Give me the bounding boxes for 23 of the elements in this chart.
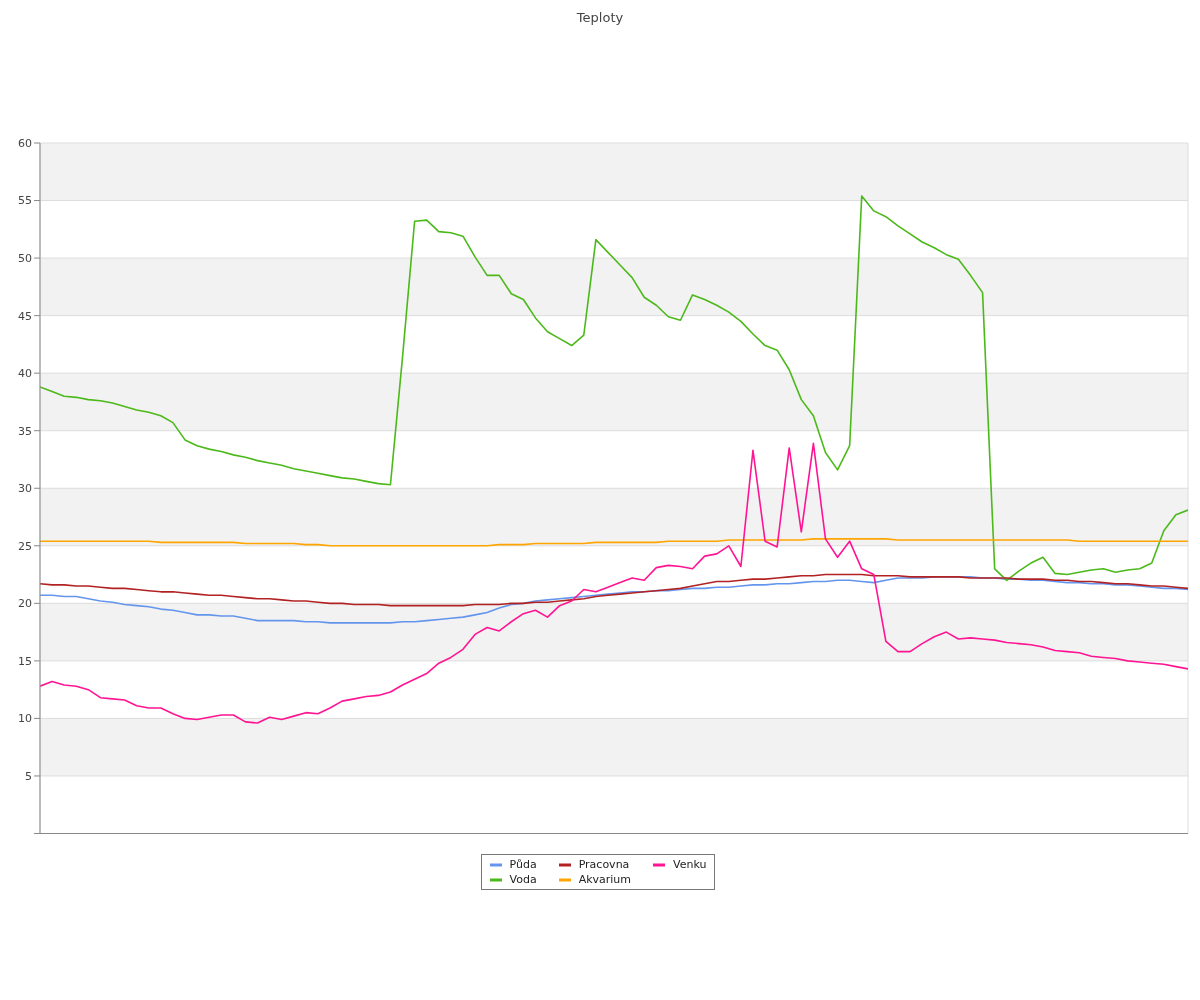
y-tick-label: 15 <box>18 654 32 668</box>
legend-label: Pracovna <box>578 858 630 871</box>
line-series <box>40 573 1188 607</box>
y-tick-label: 40 <box>18 367 32 381</box>
legend-label: Akvarium <box>578 873 632 886</box>
line-series <box>40 442 1188 724</box>
legend-label: Voda <box>509 873 537 886</box>
y-tick-label: 5 <box>25 769 32 783</box>
y-tick-label: 50 <box>18 251 32 265</box>
legend-label: Půda <box>509 858 537 871</box>
line-series <box>40 576 1188 624</box>
y-tick-label: 30 <box>18 482 32 496</box>
legend-label: Venku <box>673 858 707 871</box>
y-tick-label: 60 <box>18 136 32 150</box>
chart-title: Teploty <box>575 9 625 27</box>
y-tick-label: 10 <box>18 712 32 726</box>
y-tick-label: 35 <box>18 424 32 438</box>
y-tick-label: 25 <box>18 539 32 553</box>
y-tick-label: 20 <box>18 597 32 611</box>
line-series <box>40 195 1188 582</box>
line-series <box>40 538 1188 547</box>
y-tick-label: 45 <box>18 309 32 323</box>
y-tick-label: 55 <box>18 194 32 208</box>
